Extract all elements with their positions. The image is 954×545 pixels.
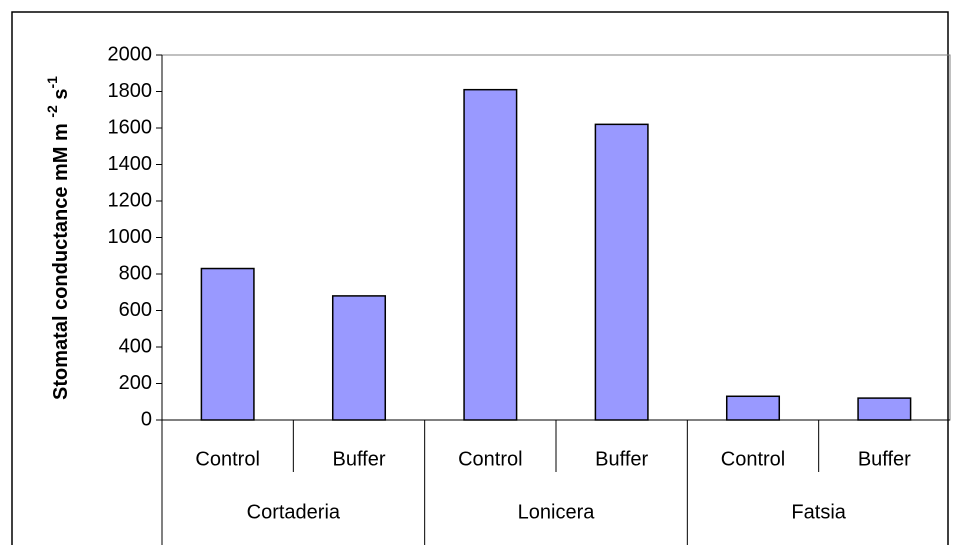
y-label-sup: -1 [44, 76, 60, 89]
x-tick-label: Buffer [858, 448, 911, 470]
y-axis-label: Stomatal conductance mM m -2 s-1 [44, 76, 73, 400]
bar [725, 395, 781, 421]
y-label-unit: s [50, 89, 72, 100]
y-tick-label: 200 [119, 372, 152, 394]
y-tick-label: 800 [119, 262, 152, 284]
group-label: Fatsia [791, 501, 846, 523]
x-tick-label: Control [195, 448, 259, 470]
x-tick-label: Buffer [333, 448, 386, 470]
y-tick-label: 1400 [108, 153, 153, 175]
y-tick-label: 1000 [108, 226, 153, 248]
y-tick-label: 0 [141, 408, 152, 430]
bar [463, 88, 518, 421]
group-label: Cortaderia [247, 501, 341, 523]
x-tick-label: Control [458, 448, 522, 470]
group-label: Lonicera [518, 501, 596, 523]
bar [331, 295, 387, 421]
y-label-sup: -2 [44, 105, 60, 118]
y-tick-label: 2000 [108, 43, 153, 65]
y-tick-label: 400 [119, 335, 152, 357]
y-tick-label: 600 [119, 299, 152, 321]
x-tick-label: Buffer [595, 448, 648, 470]
plot-area [161, 54, 951, 421]
y-label-text: Stomatal conductance mM m [50, 123, 72, 400]
y-tick-label: 1800 [108, 80, 153, 102]
x-tick-label: Control [721, 448, 785, 470]
y-tick-label: 1600 [108, 116, 153, 138]
bar [857, 397, 912, 421]
y-tick-label: 1200 [108, 189, 153, 211]
bar [200, 267, 255, 421]
chart-frame [11, 11, 949, 545]
bar [594, 123, 649, 421]
